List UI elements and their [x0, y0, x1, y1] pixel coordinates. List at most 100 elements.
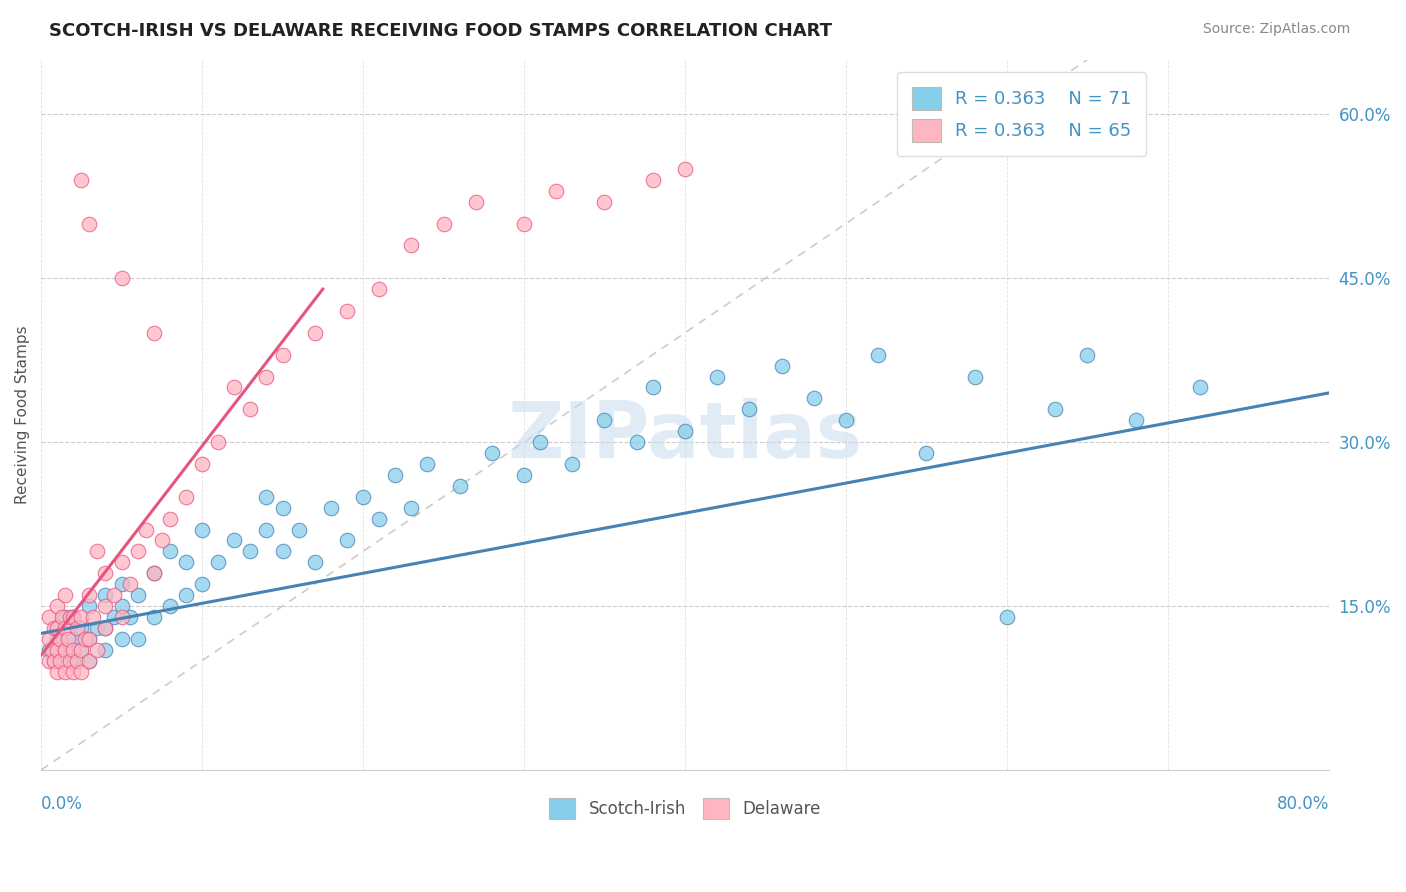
Point	[53, 588, 76, 602]
Point	[159, 544, 181, 558]
Point	[239, 544, 262, 558]
Point	[46, 621, 69, 635]
Point	[432, 217, 454, 231]
Legend: Scotch-Irish, Delaware: Scotch-Irish, Delaware	[543, 791, 828, 826]
Point	[224, 380, 246, 394]
Point	[803, 392, 825, 406]
Point	[738, 402, 761, 417]
Point	[110, 599, 132, 613]
Point	[641, 173, 664, 187]
Point	[38, 654, 60, 668]
Point	[58, 632, 80, 646]
Point	[110, 555, 132, 569]
Point	[73, 632, 96, 646]
Point	[513, 467, 536, 482]
Point	[110, 610, 132, 624]
Text: ZIPatlas: ZIPatlas	[508, 398, 862, 475]
Point	[70, 173, 93, 187]
Point	[529, 435, 551, 450]
Point	[42, 654, 65, 668]
Point	[159, 599, 181, 613]
Point	[256, 523, 278, 537]
Point	[59, 610, 82, 624]
Point	[62, 642, 84, 657]
Point	[336, 533, 359, 548]
Point	[94, 566, 117, 581]
Point	[336, 304, 359, 318]
Point	[449, 479, 471, 493]
Point	[304, 555, 326, 569]
Point	[42, 621, 65, 635]
Point	[79, 588, 101, 602]
Point	[464, 194, 486, 209]
Point	[835, 413, 858, 427]
Text: Source: ZipAtlas.com: Source: ZipAtlas.com	[1202, 22, 1350, 37]
Point	[224, 533, 246, 548]
Point	[82, 610, 104, 624]
Point	[319, 500, 342, 515]
Point	[53, 642, 76, 657]
Point	[593, 413, 616, 427]
Point	[70, 642, 93, 657]
Point	[481, 446, 503, 460]
Point	[118, 610, 141, 624]
Point	[142, 566, 165, 581]
Point	[86, 642, 108, 657]
Point	[416, 457, 439, 471]
Point	[174, 490, 197, 504]
Point	[62, 610, 84, 624]
Point	[46, 665, 69, 679]
Point	[159, 511, 181, 525]
Point	[70, 642, 93, 657]
Point	[770, 359, 793, 373]
Point	[46, 599, 69, 613]
Point	[142, 610, 165, 624]
Point	[53, 621, 76, 635]
Point	[46, 621, 69, 635]
Point	[401, 500, 423, 515]
Point	[135, 523, 157, 537]
Point	[110, 632, 132, 646]
Point	[62, 665, 84, 679]
Point	[593, 194, 616, 209]
Point	[38, 642, 60, 657]
Point	[62, 610, 84, 624]
Point	[94, 588, 117, 602]
Point	[65, 621, 87, 635]
Point	[94, 621, 117, 635]
Point	[62, 632, 84, 646]
Point	[1043, 402, 1066, 417]
Point	[352, 490, 374, 504]
Point	[79, 632, 101, 646]
Point	[384, 467, 406, 482]
Point	[59, 654, 82, 668]
Point	[46, 632, 69, 646]
Point	[1125, 413, 1147, 427]
Point	[673, 161, 696, 176]
Point	[62, 654, 84, 668]
Point	[142, 566, 165, 581]
Point	[70, 610, 93, 624]
Point	[271, 348, 294, 362]
Point	[79, 217, 101, 231]
Point	[53, 665, 76, 679]
Point	[150, 533, 173, 548]
Point	[706, 369, 728, 384]
Point	[127, 588, 149, 602]
Point	[86, 621, 108, 635]
Point	[94, 599, 117, 613]
Point	[191, 523, 214, 537]
Point	[546, 184, 568, 198]
Point	[127, 544, 149, 558]
Point	[53, 642, 76, 657]
Point	[38, 610, 60, 624]
Point	[256, 490, 278, 504]
Point	[256, 369, 278, 384]
Point	[1188, 380, 1211, 394]
Point	[110, 271, 132, 285]
Point	[401, 238, 423, 252]
Point	[191, 457, 214, 471]
Point	[207, 435, 229, 450]
Point	[191, 577, 214, 591]
Point	[103, 610, 125, 624]
